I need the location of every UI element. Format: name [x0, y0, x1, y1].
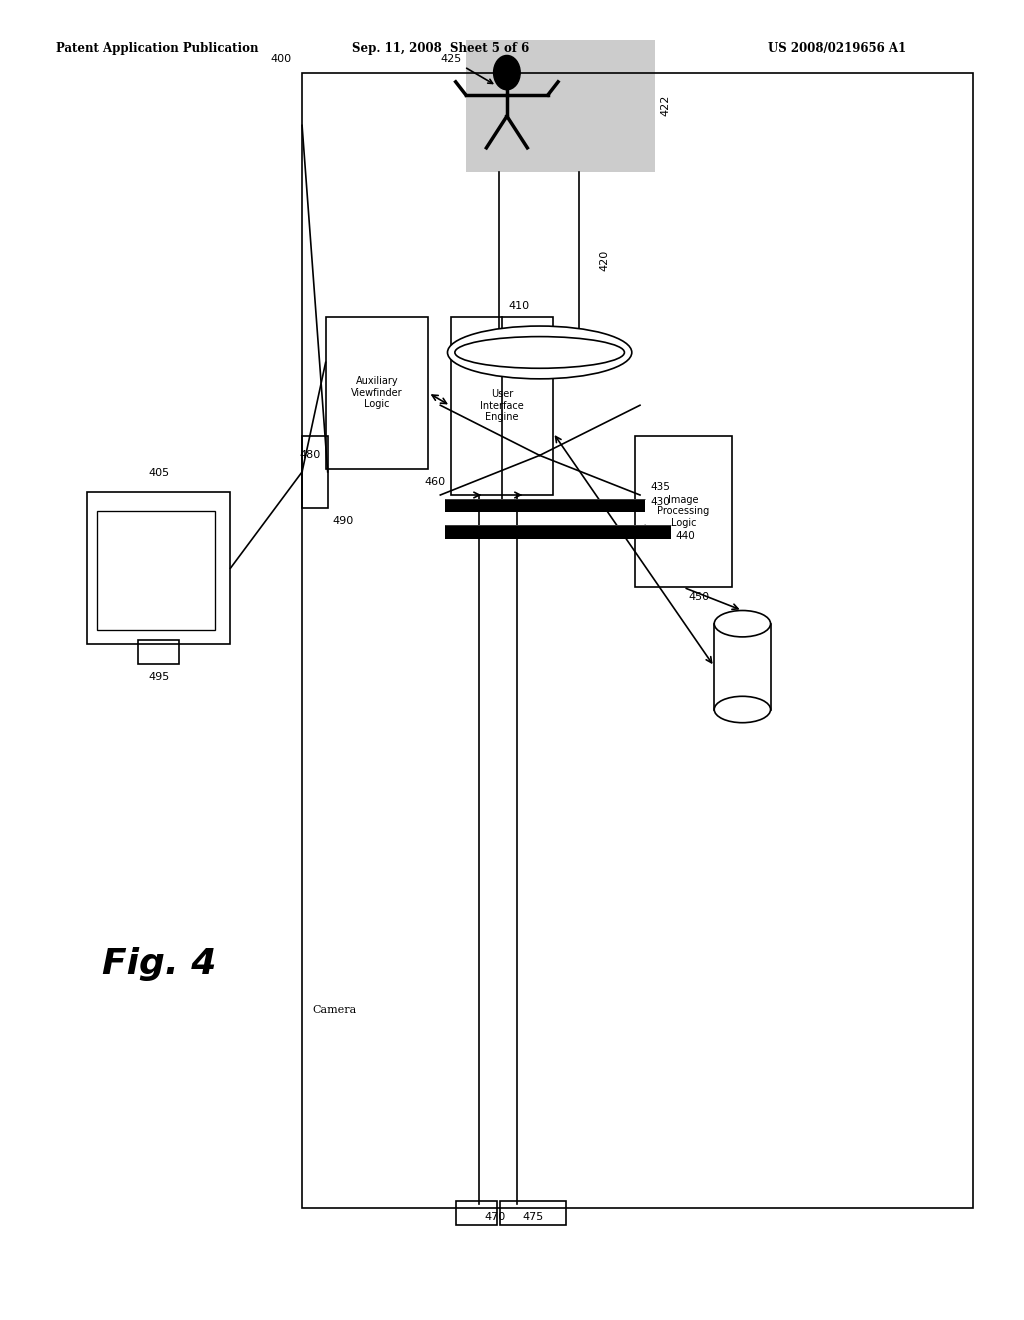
Text: 475: 475 [522, 1212, 544, 1222]
Bar [635, 436, 732, 587]
Bar [500, 1201, 566, 1225]
Bar [466, 40, 584, 172]
Bar [445, 525, 671, 539]
Text: Fig. 4: Fig. 4 [102, 946, 217, 981]
Text: 490: 490 [333, 516, 354, 527]
Bar [715, 623, 771, 710]
Text: Camera: Camera [312, 1005, 356, 1015]
Bar [87, 492, 230, 644]
Text: US 2008/0219656 A1: US 2008/0219656 A1 [768, 42, 906, 55]
Text: Auxiliary
Viewfinder
Logic: Auxiliary Viewfinder Logic [351, 376, 402, 409]
Text: 425: 425 [440, 54, 493, 83]
Text: 435: 435 [650, 482, 670, 492]
Text: 470: 470 [484, 1212, 506, 1222]
Text: 440: 440 [676, 531, 695, 541]
Ellipse shape [447, 326, 632, 379]
Text: Sep. 11, 2008  Sheet 5 of 6: Sep. 11, 2008 Sheet 5 of 6 [351, 42, 529, 55]
Text: 422: 422 [660, 95, 671, 116]
Text: User
Interface
Engine: User Interface Engine [480, 389, 523, 422]
Text: Image
Processing
Logic: Image Processing Logic [657, 495, 710, 528]
Bar [579, 40, 655, 172]
Text: 410: 410 [508, 301, 529, 312]
Bar [451, 317, 553, 495]
Text: 460: 460 [424, 477, 445, 487]
Text: Patent Application Publication: Patent Application Publication [56, 42, 259, 55]
Bar [302, 73, 973, 1208]
Text: 420: 420 [599, 249, 609, 272]
Text: 430: 430 [650, 496, 670, 507]
Bar [445, 499, 645, 512]
Text: 480: 480 [299, 450, 321, 461]
Bar [97, 511, 215, 630]
Bar [456, 1201, 497, 1225]
Text: 450: 450 [688, 593, 709, 602]
Bar [302, 436, 328, 508]
Ellipse shape [715, 610, 770, 638]
Text: 405: 405 [148, 467, 169, 478]
Text: 495: 495 [148, 672, 169, 682]
Text: 400: 400 [270, 54, 292, 65]
Circle shape [494, 55, 520, 90]
Ellipse shape [715, 697, 770, 723]
Bar [326, 317, 428, 469]
Bar [138, 640, 179, 664]
